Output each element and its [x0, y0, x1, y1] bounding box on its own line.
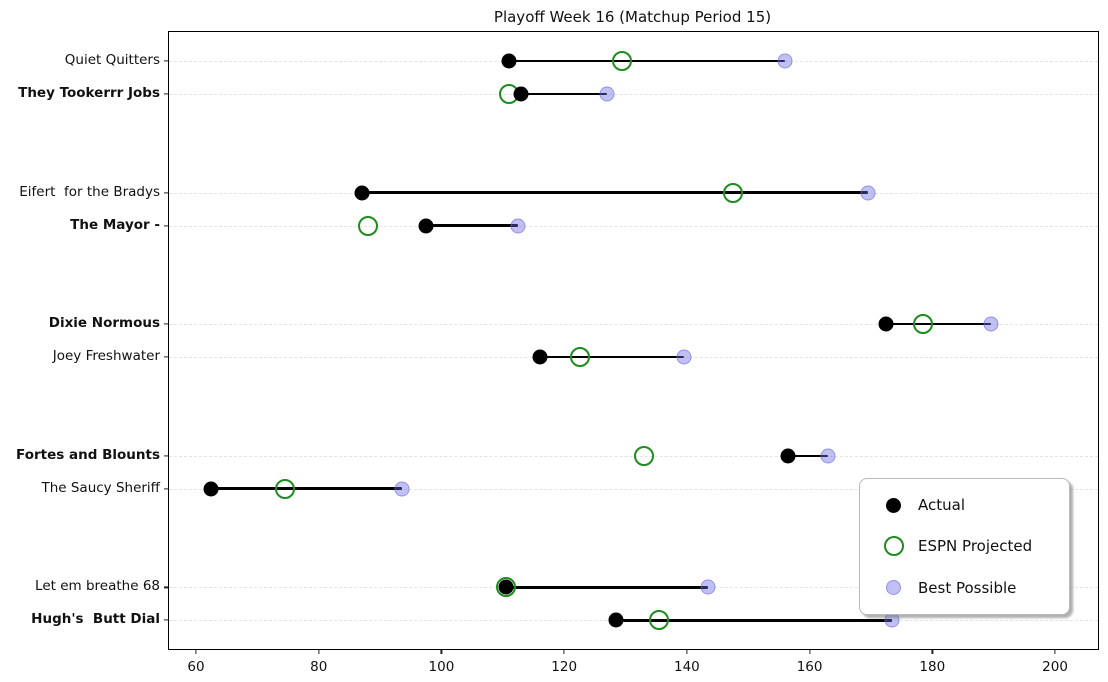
x-tick-mark — [318, 650, 320, 654]
actual-marker — [203, 481, 219, 497]
actual-marker — [354, 185, 370, 201]
team-label: The Saucy Sheriff — [41, 479, 160, 496]
legend-item-espn-projected: ESPN Projected — [860, 536, 1069, 557]
y-tick-mark — [164, 356, 168, 358]
x-tick-label: 180 — [919, 659, 946, 675]
x-tick-mark — [686, 650, 688, 654]
y-tick-mark — [164, 619, 168, 621]
x-tick-label: 200 — [1042, 659, 1068, 675]
x-tick-label: 100 — [428, 659, 455, 675]
row-gridline — [169, 455, 1098, 457]
actual-marker — [532, 349, 548, 365]
team-label: Quiet Quitters — [64, 52, 160, 68]
best-possible-marker — [983, 316, 999, 332]
y-tick-mark — [164, 488, 168, 490]
team-label: Eifert for the Bradys — [19, 183, 160, 200]
legend-item-best-possible: Best Possible — [860, 579, 1069, 597]
legend-label-actual: Actual — [918, 496, 965, 515]
x-tick-label: 120 — [551, 659, 578, 675]
espn-projected-marker — [913, 314, 934, 335]
row-gridline — [169, 225, 1098, 227]
team-label: Hugh's Butt Dial — [31, 611, 160, 628]
actual-to-best-line — [505, 586, 709, 589]
actual-to-best-line — [886, 322, 991, 326]
best-possible-marker-icon — [886, 580, 901, 596]
x-tick-label: 140 — [673, 659, 700, 675]
actual-to-best-line — [616, 619, 893, 622]
team-label: Joey Freshwater — [52, 348, 160, 365]
actual-to-best-line — [211, 487, 402, 490]
espn-projected-marker — [722, 182, 743, 203]
actual-marker — [498, 579, 514, 595]
row-gridline — [169, 488, 1098, 490]
x-tick-label: 80 — [310, 659, 328, 675]
actual-marker — [780, 448, 796, 464]
actual-marker — [608, 612, 624, 628]
espn-projected-marker — [649, 610, 670, 631]
row-gridline — [169, 324, 1098, 326]
x-tick-label: 60 — [187, 659, 205, 675]
row-gridline — [169, 93, 1098, 95]
x-tick-mark — [440, 650, 443, 654]
best-possible-marker — [884, 612, 900, 628]
y-tick-mark — [164, 224, 168, 227]
actual-to-best-line — [508, 59, 786, 63]
x-tick-mark — [931, 650, 933, 654]
espn-projected-marker-icon — [884, 536, 904, 557]
y-tick-mark — [164, 60, 168, 62]
plot-area: 60 80 100 120 140 160 180 200 — [164, 31, 1099, 675]
team-label: Dixie Normous — [48, 315, 160, 332]
actual-marker — [501, 53, 517, 69]
best-possible-marker — [510, 218, 526, 233]
x-tick-mark — [195, 650, 197, 654]
espn-projected-marker — [357, 215, 378, 236]
legend-label-espn-projected: ESPN Projected — [918, 537, 1033, 556]
y-tick-mark — [164, 323, 168, 325]
espn-projected-marker — [569, 347, 590, 368]
actual-marker-icon — [886, 497, 901, 513]
actual-to-best-line — [426, 224, 519, 227]
x-tick-mark — [563, 650, 565, 654]
legend: Actual ESPN Projected Best Possible — [859, 478, 1070, 615]
espn-projected-marker — [612, 51, 633, 71]
x-tick-mark — [809, 650, 811, 654]
best-possible-marker — [700, 579, 716, 595]
team-label: Fortes and Blounts — [16, 446, 160, 463]
best-possible-marker — [599, 86, 615, 102]
actual-to-best-line — [361, 191, 868, 194]
espn-projected-marker — [633, 445, 654, 466]
team-label: They Tookerrr Jobs — [18, 84, 160, 101]
best-possible-marker — [777, 53, 793, 69]
x-tick-label: 160 — [796, 659, 823, 675]
best-possible-marker — [676, 349, 692, 365]
team-label: Let em breathe 68 — [35, 578, 160, 595]
best-possible-marker — [394, 481, 410, 497]
x-tick-mark — [1054, 650, 1056, 654]
team-label: The Mayor - — [70, 216, 160, 233]
actual-to-best-line — [539, 355, 684, 359]
actual-to-best-line — [788, 454, 828, 458]
y-tick-mark — [164, 455, 168, 457]
espn-projected-marker — [495, 577, 516, 598]
y-tick-mark — [164, 586, 168, 588]
best-possible-marker — [820, 448, 836, 464]
y-tick-mark — [164, 93, 168, 95]
chart-title: Playoff Week 16 (Matchup Period 15) — [493, 8, 772, 26]
espn-projected-marker — [274, 478, 295, 499]
actual-marker — [418, 218, 434, 233]
actual-marker — [513, 86, 529, 102]
actual-to-best-line — [521, 92, 608, 96]
actual-marker — [878, 316, 894, 332]
y-tick-mark — [164, 192, 168, 194]
legend-label-best-possible: Best Possible — [918, 578, 1017, 597]
legend-item-actual: Actual — [860, 496, 1069, 514]
best-possible-marker — [860, 185, 876, 201]
